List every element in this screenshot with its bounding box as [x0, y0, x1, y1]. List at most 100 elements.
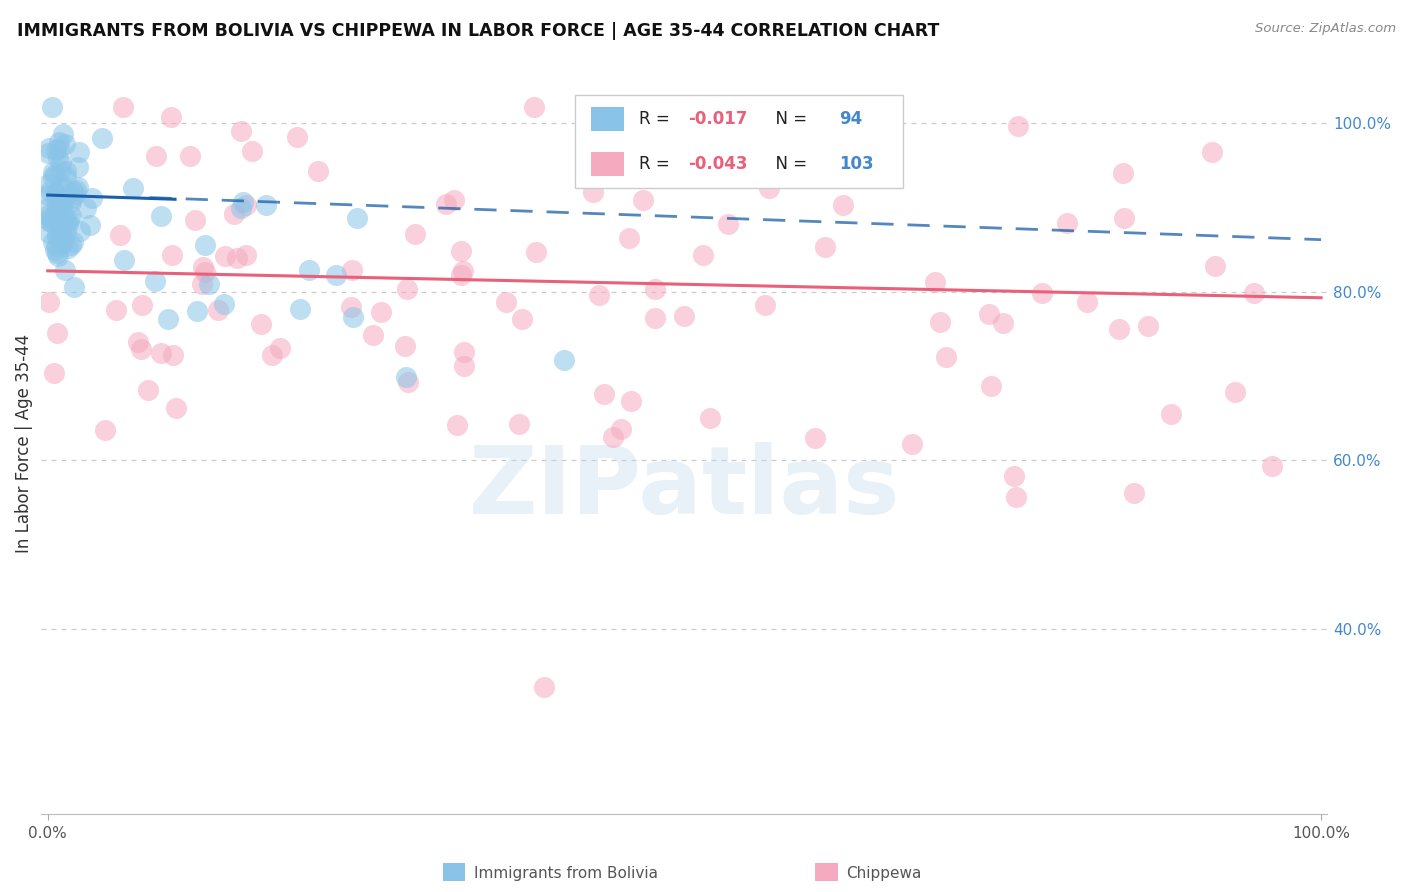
Point — [453, 359, 475, 373]
FancyBboxPatch shape — [575, 95, 903, 188]
Point — [453, 345, 475, 359]
Point — [55, 214, 77, 228]
Point — [42, 169, 65, 184]
Point — [242, 144, 264, 158]
Point — [1002, 468, 1025, 483]
Text: Chippewa: Chippewa — [846, 866, 922, 880]
Point — [1108, 321, 1130, 335]
Point — [60, 194, 83, 209]
Point — [450, 244, 472, 259]
Point — [53, 262, 76, 277]
Point — [298, 263, 321, 277]
Point — [1007, 120, 1029, 134]
Point — [67, 160, 90, 174]
Point — [290, 301, 312, 316]
Point — [198, 277, 221, 292]
Point — [214, 249, 236, 263]
Point — [51, 180, 73, 194]
Point — [41, 215, 63, 229]
Point — [644, 310, 666, 325]
Point — [46, 249, 69, 263]
Point — [62, 235, 84, 249]
Point — [627, 139, 650, 153]
Text: 94: 94 — [839, 111, 862, 128]
Point — [935, 351, 957, 365]
Point — [256, 198, 278, 212]
Point — [394, 338, 416, 352]
FancyBboxPatch shape — [591, 107, 624, 131]
Point — [160, 248, 183, 262]
Point — [346, 211, 368, 226]
Point — [45, 227, 67, 242]
Point — [1136, 318, 1159, 333]
Text: ZIPatlas: ZIPatlas — [468, 442, 900, 533]
Point — [553, 352, 575, 367]
Text: 103: 103 — [839, 154, 873, 173]
Point — [58, 212, 80, 227]
Point — [42, 213, 65, 227]
Point — [45, 205, 67, 219]
Point — [51, 156, 73, 170]
Text: N =: N = — [765, 154, 813, 173]
Point — [814, 240, 837, 254]
Point — [631, 193, 654, 207]
Point — [396, 375, 419, 389]
Text: -0.043: -0.043 — [689, 154, 748, 173]
FancyBboxPatch shape — [591, 152, 624, 176]
Point — [1056, 216, 1078, 230]
Point — [131, 298, 153, 312]
Point — [924, 275, 946, 289]
Point — [38, 294, 60, 309]
Point — [112, 100, 135, 114]
Point — [340, 300, 363, 314]
Point — [48, 136, 70, 150]
Point — [340, 262, 363, 277]
Point — [122, 181, 145, 195]
Point — [523, 100, 546, 114]
Point — [325, 268, 347, 282]
Point — [1225, 384, 1247, 399]
Point — [619, 231, 641, 245]
Point — [44, 186, 66, 200]
Point — [495, 294, 517, 309]
Point — [67, 180, 90, 194]
Point — [1204, 259, 1226, 273]
Point — [75, 201, 97, 215]
Point — [149, 209, 172, 223]
Point — [44, 244, 66, 258]
Point — [42, 165, 65, 179]
Point — [262, 348, 284, 362]
Point — [67, 145, 90, 159]
Point — [363, 328, 385, 343]
Point — [758, 180, 780, 194]
Point — [191, 277, 214, 291]
Point — [699, 411, 721, 425]
Text: N =: N = — [765, 111, 813, 128]
Point — [38, 211, 60, 226]
Point — [51, 219, 73, 233]
Point — [404, 227, 426, 242]
Point — [60, 209, 83, 223]
Point — [42, 212, 65, 227]
Point — [582, 185, 605, 199]
Point — [194, 238, 217, 252]
Point — [44, 167, 66, 181]
Point — [342, 310, 364, 324]
Point — [1123, 486, 1146, 500]
Point — [610, 421, 633, 435]
Point — [53, 137, 76, 152]
Point — [46, 229, 69, 244]
Point — [160, 111, 183, 125]
Point — [977, 307, 1000, 321]
Point — [104, 302, 127, 317]
Text: R =: R = — [640, 111, 675, 128]
Point — [162, 348, 184, 362]
Point — [145, 149, 167, 163]
Point — [90, 130, 112, 145]
Point — [184, 213, 207, 227]
Point — [644, 282, 666, 296]
Point — [588, 288, 610, 302]
Point — [62, 280, 84, 294]
Point — [45, 186, 67, 201]
Point — [41, 100, 63, 114]
